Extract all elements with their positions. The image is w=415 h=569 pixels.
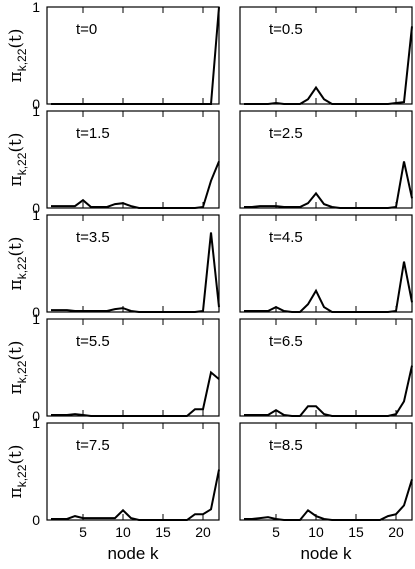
x-tick-label: 10 [115,524,131,540]
y-tick-label: 1 [32,0,40,15]
x-tick-label: 5 [272,524,280,540]
x-tick-label: 10 [308,524,324,540]
x-tick-label: 20 [195,524,211,540]
panel-frame [46,422,220,521]
x-axis-title: node k [107,544,159,563]
y-tick-label: 0 [32,200,40,216]
panel-frame [239,214,413,313]
series-line [244,479,413,521]
panel-6: t=4.5 [239,214,413,313]
series-line [244,365,413,417]
y-tick-label: 0 [32,96,40,112]
series-line [244,26,413,105]
panel-time-label: t=7.5 [76,437,110,454]
series-line [51,232,220,313]
panel-5: 0 1 t=3.5 πk,22(t) [6,207,220,320]
y-tick-label: 1 [32,311,40,327]
panel-time-label: t=5.5 [76,333,110,350]
panel-9: 015 10 15 20t=7.5πk,22(t) [6,415,220,540]
y-tick-label: 1 [32,207,40,223]
y-axis-label: πk,22(t) [6,237,29,291]
panel-frame [239,6,413,105]
series-line [51,469,220,521]
y-axis-label: πk,22(t) [6,29,29,83]
panel-time-label: t=0.5 [269,21,303,38]
panel-frame [46,318,220,417]
panel-frame [239,110,413,209]
y-tick-label: 0 [32,512,40,528]
y-axis-label: πk,22(t) [6,341,29,395]
series-line [51,370,220,417]
x-axis-title: node k [300,544,352,563]
panel-10: 5 10 15 20 t=8.5 [239,422,413,540]
x-tick-label: 5 [79,524,87,540]
x-tick-label: 15 [348,524,364,540]
panel-8: t=6.5 [239,318,413,417]
panel-time-label: t=2.5 [269,125,303,142]
y-tick-label: 0 [32,408,40,424]
series-line [244,161,413,209]
panel-2: t=0.5 [239,6,413,105]
x-tick-label: 20 [388,524,404,540]
panel-time-label: t=4.5 [269,229,303,246]
panel-3: 0 1 t=1.5 πk,22(t) [6,103,220,216]
y-tick-label: 1 [32,415,40,431]
series-line [244,261,413,313]
y-tick-label: 1 [32,103,40,119]
panel-1: 0 1 t=0 πk,22(t) [6,0,220,112]
series-line [51,6,220,105]
y-tick-label: 0 [32,304,40,320]
panel-frame [46,214,220,313]
panel-time-label: t=1.5 [76,125,110,142]
panel-frame [46,110,220,209]
panel-time-label: t=8.5 [269,437,303,454]
panel-4: t=2.5 [239,110,413,209]
panel-time-label: t=0 [76,21,97,38]
panel-frame [239,422,413,521]
x-tick-label: 15 [155,524,171,540]
y-axis-label: πk,22(t) [6,133,29,187]
panel-time-label: t=3.5 [76,229,110,246]
panel-7: 0 1 t=5.5 πk,22(t) [6,311,220,424]
y-axis-label: πk,22(t) [6,445,29,499]
panel-frame [46,6,220,105]
panel-frame [239,318,413,417]
panel-time-label: t=6.5 [269,333,303,350]
series-line [51,161,220,209]
